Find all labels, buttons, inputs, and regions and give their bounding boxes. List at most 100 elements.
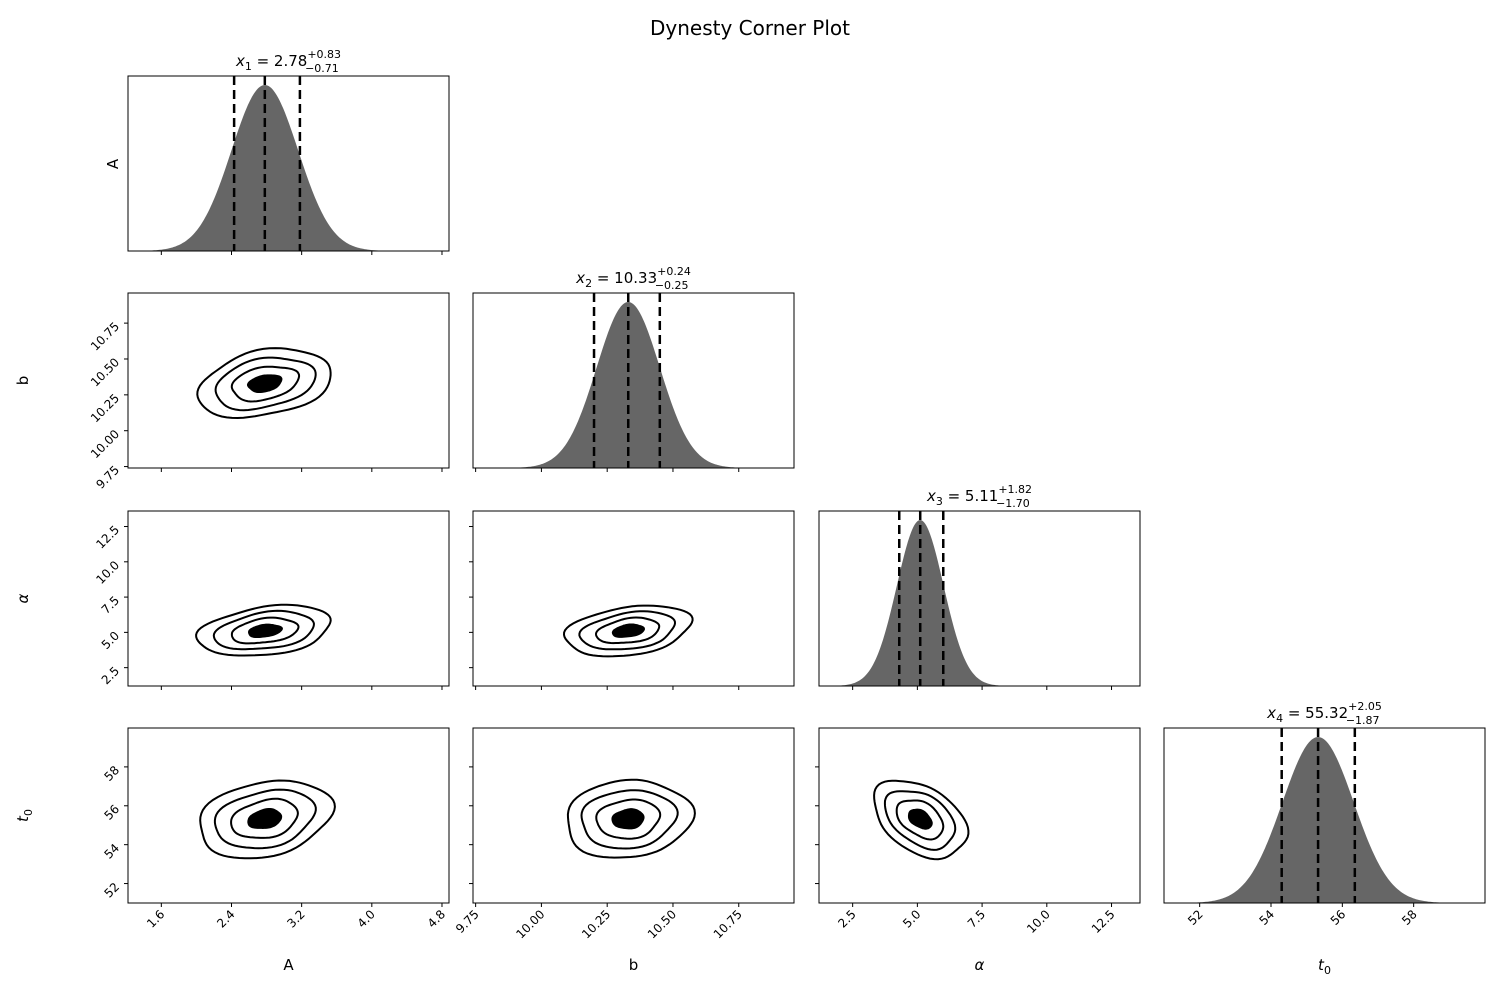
contour-level-1-0-1: [230, 365, 301, 403]
x-tick-label-1-0: 9.75: [453, 907, 482, 936]
title-minus: −1.87: [1346, 714, 1380, 727]
x-tick-label-2-0: 2.5: [835, 907, 858, 930]
contour-core-3-2: [907, 808, 933, 830]
panel-2-0: 2.5 5.0 7.5 10.0 12.5: [93, 510, 450, 690]
title-sub: 1: [245, 60, 252, 73]
panel-3-1: 9.75 10.00 10.25 10.50 10.75: [453, 727, 795, 941]
title-value: = 5.11: [943, 487, 999, 505]
x-tick-label-3-2: 56: [1328, 907, 1349, 928]
x-axis-label-2: α: [975, 956, 985, 974]
panels-group: x1 = 2.78+0.83 −0.719.7510.0010.2510.5010…: [14, 48, 1486, 977]
label-text: α: [14, 593, 32, 603]
title-sub: 2: [585, 277, 592, 290]
title-name: x: [235, 52, 245, 70]
panel-3-2: 2.5 5.0 7.5 10.0 12.5: [815, 727, 1141, 936]
label-text: b: [629, 956, 639, 974]
title-plus: +0.83: [307, 48, 341, 61]
x-tick-label-0-3: 4.0: [355, 907, 378, 930]
panel-frame-1-0: [127, 292, 450, 469]
x-tick-label-3-0: 52: [1185, 907, 1206, 928]
panel-3-0: 1.6 2.4 3.2 4.0 4.8 52 54 56 58: [101, 727, 450, 931]
x-axis-label-1: b: [629, 956, 639, 974]
panel-title-2: x3 = 5.11+1.82 −1.70: [926, 483, 1032, 510]
contour-core-2-1: [611, 623, 645, 638]
panel-title-3: x4 = 55.32+2.05 −1.87: [1266, 700, 1382, 727]
label-text: A: [283, 956, 294, 974]
contour-level-2-0-3: [195, 603, 332, 657]
contour-core-2-0: [248, 623, 283, 639]
y-axis-label-2: α: [14, 593, 32, 603]
title-plus: +2.05: [1348, 700, 1382, 713]
x-tick-label-2-2: 7.5: [965, 907, 988, 930]
contour-level-3-1-3: [566, 778, 696, 859]
contour-level-3-0-2: [213, 788, 317, 850]
x-tick-label-0-0: 1.6: [144, 907, 167, 930]
x-tick-label-1-1: 10.00: [513, 907, 547, 941]
contour-level-3-2-1: [895, 799, 945, 841]
panel-2-1: [469, 510, 795, 690]
title-sub: 4: [1276, 712, 1283, 725]
panel-frame-3-0: [127, 727, 450, 904]
contour-level-3-1-2: [580, 789, 679, 850]
y-tick-label-3-1: 54: [101, 841, 122, 862]
x-tick-label-2-3: 10.0: [1024, 907, 1053, 936]
x-tick-label-0-1: 2.4: [214, 907, 237, 930]
label-sub: 0: [1324, 964, 1331, 977]
x-tick-label-0-2: 3.2: [284, 907, 307, 930]
y-tick-label-2-2: 7.5: [99, 593, 122, 616]
y-tick-label-1-4: 10.75: [88, 319, 122, 353]
x-axis-label-3: t0: [1318, 956, 1331, 977]
title-name: x: [575, 269, 585, 287]
title-minus: −0.71: [305, 62, 339, 75]
contour-level-2-0-1: [230, 616, 300, 645]
x-tick-label-1-4: 10.75: [711, 907, 745, 941]
label-text: α: [975, 956, 985, 974]
y-axis-label-0: A: [104, 158, 122, 169]
title-value: = 10.33: [592, 269, 657, 287]
y-tick-label-2-0: 2.5: [99, 664, 122, 687]
y-tick-label-2-3: 10.0: [93, 558, 122, 587]
contour-level-3-0-3: [199, 779, 336, 860]
y-tick-label-1-0: 9.75: [93, 463, 122, 492]
y-tick-label-3-0: 52: [101, 880, 122, 901]
panel-0-0: x1 = 2.78+0.83 −0.71: [127, 48, 450, 255]
x-tick-label-1-2: 10.25: [579, 907, 613, 941]
title-minus: −1.70: [996, 497, 1030, 510]
contour-level-3-2-2: [883, 790, 957, 851]
y-axis-label-3: t0: [14, 809, 35, 822]
histogram-2: [819, 520, 1140, 686]
title-value: = 55.32: [1283, 704, 1348, 722]
x-tick-label-2-4: 12.5: [1089, 907, 1118, 936]
contour-level-3-1-1: [595, 798, 662, 840]
x-tick-label-3-1: 54: [1256, 907, 1277, 928]
contour-level-2-0-2: [212, 609, 315, 651]
panel-title-1: x2 = 10.33+0.24 −0.25: [575, 265, 691, 292]
title-value: = 2.78: [252, 52, 308, 70]
x-tick-label-1-3: 10.50: [645, 907, 679, 941]
y-tick-label-2-1: 5.0: [99, 629, 122, 652]
contour-level-1-0-3: [196, 347, 332, 420]
x-tick-label-3-3: 58: [1399, 907, 1420, 928]
y-tick-label-1-3: 10.50: [88, 355, 122, 389]
title-name: x: [1266, 704, 1276, 722]
panel-frame-2-2: [818, 510, 1141, 687]
y-tick-label-3-2: 56: [101, 802, 122, 823]
contour-level-2-1-1: [594, 616, 661, 645]
label-t: t: [1318, 956, 1325, 974]
y-axis-label-1: b: [14, 376, 32, 386]
chart-title: Dynesty Corner Plot: [650, 16, 850, 40]
panel-2-2: x3 = 5.11+1.82 −1.70: [818, 483, 1141, 690]
histogram-3: [1164, 737, 1485, 903]
label-text: A: [104, 158, 122, 169]
title-name: x: [926, 487, 936, 505]
panel-title-0: x1 = 2.78+0.83 −0.71: [235, 48, 341, 75]
panel-3-3: x4 = 55.32+2.05 −1.87 52 54 56 58: [1163, 700, 1486, 928]
contour-level-2-1-2: [578, 610, 677, 651]
panel-frame-3-3: [1163, 727, 1486, 904]
y-tick-label-3-3: 58: [101, 763, 122, 784]
contour-core-1-0: [246, 374, 283, 394]
contour-core-3-1: [611, 808, 645, 830]
y-tick-label-2-4: 12.5: [93, 523, 122, 552]
